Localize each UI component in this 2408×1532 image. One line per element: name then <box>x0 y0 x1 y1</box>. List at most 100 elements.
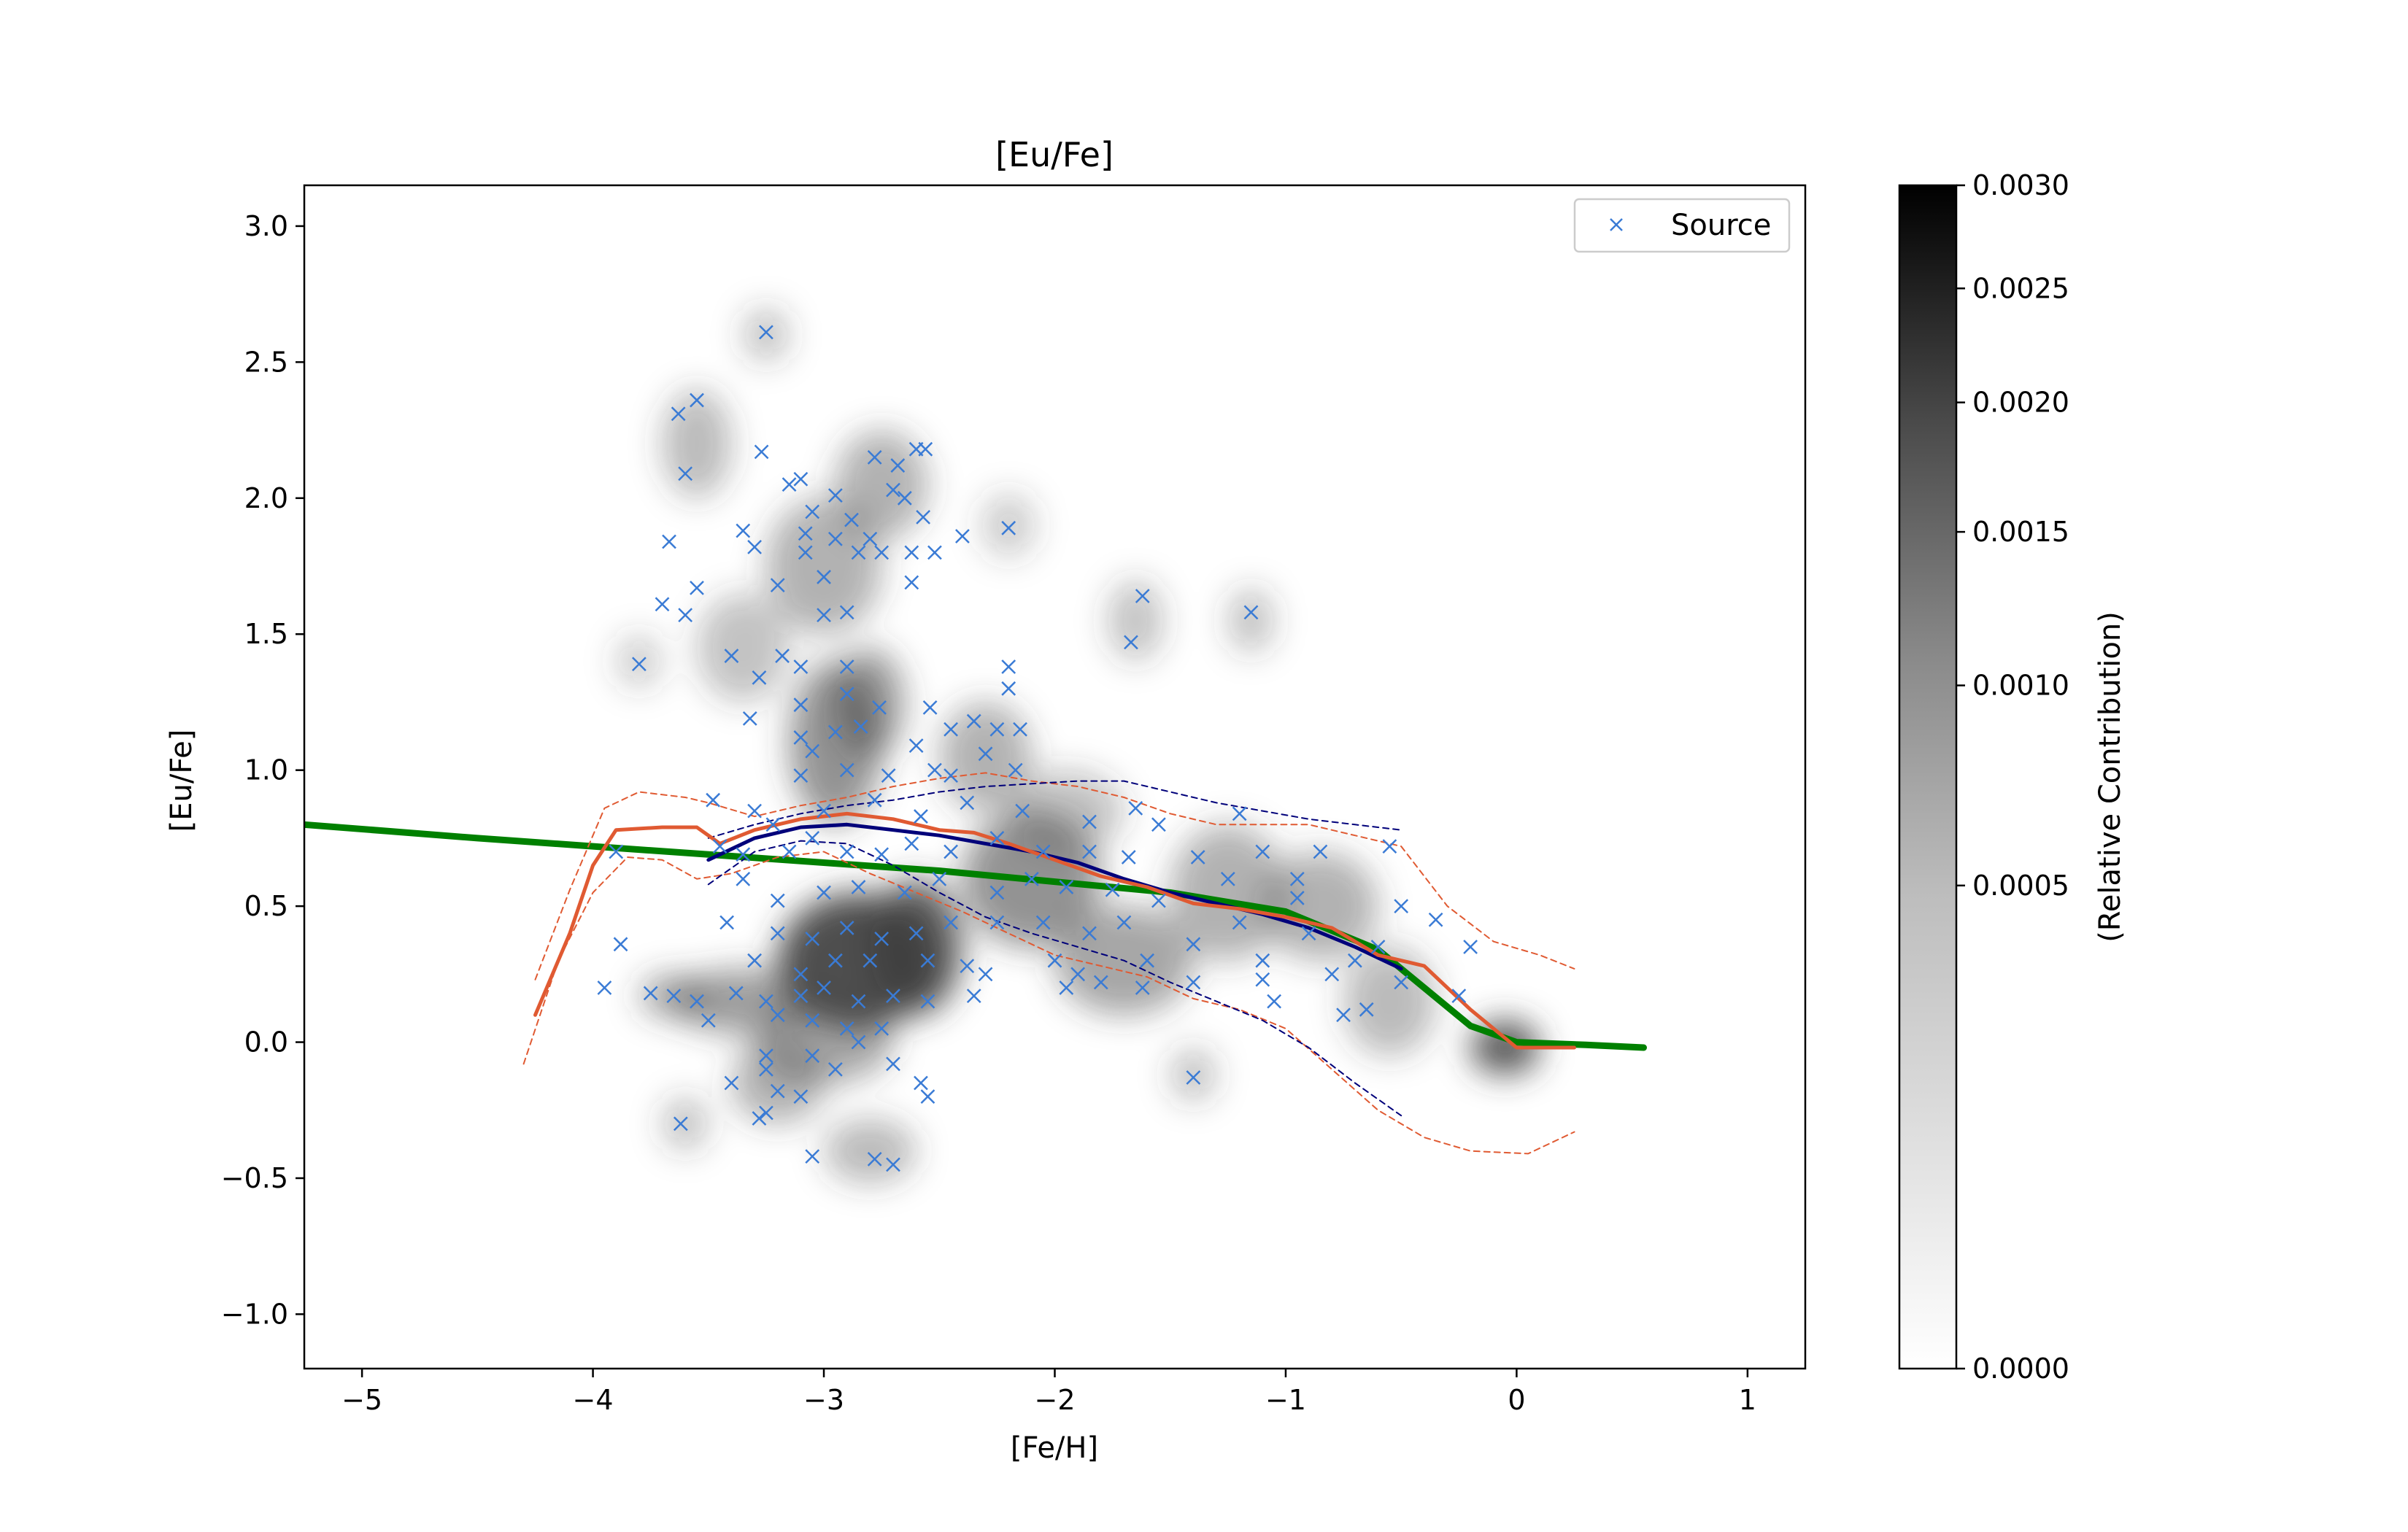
y-tick-label: 1.0 <box>244 754 288 786</box>
source-point <box>666 989 682 1004</box>
colorbar-tick-label: 0.0015 <box>1972 516 2069 548</box>
source-point <box>1190 850 1205 864</box>
source-point <box>793 989 809 1004</box>
source-point <box>1082 814 1097 829</box>
source-point <box>1082 926 1097 941</box>
source-point <box>724 649 739 663</box>
source-point <box>886 1157 900 1172</box>
source-point <box>872 700 887 715</box>
orange-band-upper <box>534 772 1575 980</box>
source-point <box>943 768 958 784</box>
colorbar-label: (Relative Contribution) <box>2094 611 2127 943</box>
source-point <box>1008 762 1023 778</box>
source-point <box>793 967 809 982</box>
source-point <box>851 545 866 560</box>
plot-area: −5 −4 −3 −2 −1 0 1 −1.0 −0.5 0.0 0.5 1.0 1.5 2.0 2.5 3… <box>221 184 1807 1416</box>
source-point <box>1121 850 1136 864</box>
colorbar-tick-label: 0.0005 <box>1972 870 2069 902</box>
source-point <box>927 762 942 778</box>
source-point <box>805 743 820 759</box>
source-point <box>805 831 820 846</box>
y-tick-label: 2.0 <box>244 482 288 514</box>
source-point <box>655 597 670 612</box>
source-point <box>747 803 762 819</box>
source-point <box>886 482 900 498</box>
source-point <box>839 1021 854 1036</box>
source-point <box>1255 844 1270 859</box>
source-point <box>759 1061 773 1077</box>
source-point <box>863 953 878 968</box>
source-point <box>1093 975 1108 990</box>
source-point <box>805 1149 820 1164</box>
source-point <box>920 953 935 968</box>
source-point <box>943 844 958 859</box>
source-point <box>759 1048 773 1064</box>
source-point <box>897 490 912 506</box>
source-point <box>927 545 942 560</box>
density-blob <box>616 634 663 689</box>
source-point <box>690 392 704 408</box>
source-point <box>1001 520 1016 535</box>
source-point <box>908 738 924 754</box>
source-point <box>827 531 843 546</box>
source-point <box>955 529 970 543</box>
source-point <box>701 1013 716 1028</box>
density-blob <box>1170 1048 1217 1102</box>
source-point <box>793 697 809 713</box>
x-axis: −5 −4 −3 −2 −1 0 1 <box>341 1369 1756 1416</box>
source-point <box>736 847 751 862</box>
orange-fit-line <box>533 811 1576 1050</box>
source-point <box>989 831 1005 846</box>
source-point <box>922 700 938 715</box>
source-point <box>736 871 751 886</box>
source-point <box>759 1105 773 1121</box>
density-blob <box>824 1118 916 1184</box>
source-point <box>1105 882 1120 897</box>
source-point <box>943 915 958 930</box>
density-blob <box>1108 579 1164 662</box>
navy-fit-line <box>706 822 1403 971</box>
source-point <box>798 545 813 560</box>
source-point <box>1324 967 1340 982</box>
source-point <box>1047 953 1062 968</box>
source-point <box>759 325 773 340</box>
source-point <box>918 441 933 457</box>
source-point <box>817 608 831 623</box>
source-point <box>793 730 809 745</box>
source-point <box>775 649 790 663</box>
navy-band-lower <box>707 840 1402 1117</box>
density-blob <box>765 498 882 635</box>
source-point <box>724 1075 739 1091</box>
source-point <box>770 893 785 908</box>
source-point <box>1151 817 1166 832</box>
source-point <box>853 719 868 734</box>
source-point <box>920 1089 935 1104</box>
source-point <box>1001 659 1016 674</box>
source-point <box>874 545 890 560</box>
source-point <box>904 575 919 590</box>
source-point <box>1267 994 1282 1009</box>
source-point <box>1035 915 1051 930</box>
y-tick-label: −1.0 <box>221 1298 288 1330</box>
source-point <box>867 1152 882 1167</box>
source-point <box>827 488 843 503</box>
source-point <box>678 466 693 481</box>
colorbar-tick-label: 0.0025 <box>1972 272 2069 304</box>
source-point <box>728 986 744 1001</box>
density-blob <box>939 702 1032 811</box>
source-point <box>1001 681 1016 696</box>
source-point <box>827 1061 843 1077</box>
source-point <box>827 724 843 740</box>
source-point <box>1394 975 1409 990</box>
source-point <box>671 406 686 422</box>
source-point <box>851 880 866 894</box>
chart-title: [Eu/Fe] <box>995 135 1114 174</box>
source-point <box>1135 589 1150 603</box>
y-tick-label: 3.0 <box>244 210 288 242</box>
source-point <box>613 937 628 952</box>
source-point <box>839 844 854 859</box>
lines-layer <box>304 772 1647 1155</box>
y-axis: −1.0 −0.5 0.0 0.5 1.0 1.5 2.0 2.5 3.0 <box>221 210 304 1330</box>
source-point <box>966 713 981 729</box>
